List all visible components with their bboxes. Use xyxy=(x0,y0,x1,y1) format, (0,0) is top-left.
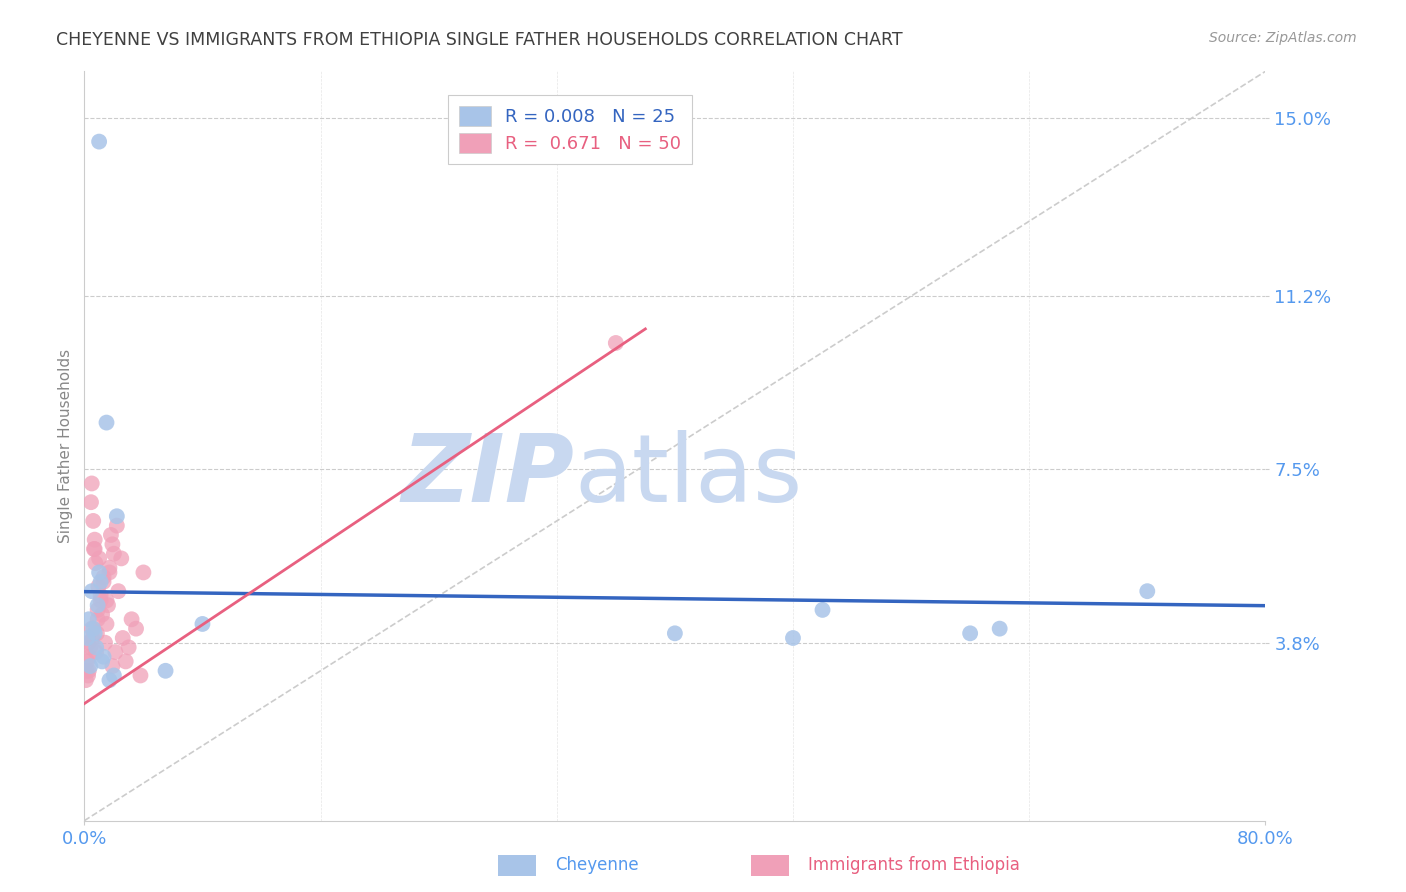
Text: atlas: atlas xyxy=(575,430,803,522)
Point xyxy=(91,607,114,622)
Point xyxy=(96,593,118,607)
Point xyxy=(1136,584,1159,599)
Point xyxy=(155,664,177,678)
Point xyxy=(80,476,103,491)
Text: Cheyenne: Cheyenne xyxy=(554,856,638,874)
Text: Immigrants from Ethiopia: Immigrants from Ethiopia xyxy=(808,856,1019,874)
Point xyxy=(96,617,118,632)
Point xyxy=(87,580,110,594)
Point xyxy=(121,612,143,626)
Point xyxy=(79,640,101,655)
Point xyxy=(83,542,105,557)
Point xyxy=(83,533,105,547)
Point xyxy=(605,336,627,351)
Text: Source: ZipAtlas.com: Source: ZipAtlas.com xyxy=(1209,31,1357,45)
Point xyxy=(91,655,114,669)
Point xyxy=(111,631,134,645)
Point xyxy=(100,528,122,542)
Point xyxy=(80,622,103,636)
Point xyxy=(83,542,105,557)
Point xyxy=(84,645,107,659)
Point xyxy=(103,547,125,561)
Point xyxy=(90,574,112,589)
Point xyxy=(103,668,125,682)
Point xyxy=(107,584,129,599)
Point xyxy=(84,556,107,570)
Point xyxy=(97,599,120,613)
Point xyxy=(98,673,121,688)
Point xyxy=(87,566,111,580)
Text: CHEYENNE VS IMMIGRANTS FROM ETHIOPIA SINGLE FATHER HOUSEHOLDS CORRELATION CHART: CHEYENNE VS IMMIGRANTS FROM ETHIOPIA SIN… xyxy=(56,31,903,49)
Point xyxy=(83,626,105,640)
Point xyxy=(90,589,112,603)
Point xyxy=(114,655,136,669)
Point xyxy=(82,622,104,636)
Point xyxy=(811,603,834,617)
Point xyxy=(118,640,141,655)
Point xyxy=(79,649,101,664)
Point xyxy=(105,518,128,533)
Point xyxy=(93,574,115,589)
Point xyxy=(105,509,128,524)
Point xyxy=(98,561,121,575)
Text: ZIP: ZIP xyxy=(402,430,575,522)
Point xyxy=(77,664,100,678)
Point xyxy=(80,495,103,509)
Point xyxy=(80,584,103,599)
Point xyxy=(86,599,108,613)
Point xyxy=(87,135,111,149)
Point xyxy=(75,673,97,688)
Point xyxy=(988,622,1011,636)
Point xyxy=(93,649,115,664)
Point xyxy=(77,612,100,626)
Point xyxy=(84,640,107,655)
Point xyxy=(86,612,108,626)
Point xyxy=(76,664,98,678)
Point xyxy=(86,603,108,617)
Point xyxy=(93,570,115,584)
Point xyxy=(98,566,121,580)
Point xyxy=(94,635,117,649)
Point xyxy=(79,659,101,673)
Point xyxy=(77,668,100,682)
Point xyxy=(664,626,686,640)
Point xyxy=(104,645,127,659)
Point xyxy=(132,566,155,580)
Point xyxy=(959,626,981,640)
Point xyxy=(782,631,804,645)
Point xyxy=(125,622,148,636)
Point xyxy=(86,626,108,640)
Point xyxy=(96,416,118,430)
Point xyxy=(191,617,214,632)
Point xyxy=(87,551,111,566)
Point xyxy=(101,537,124,551)
Point xyxy=(82,631,104,645)
Point xyxy=(77,635,100,649)
Point xyxy=(129,668,152,682)
Legend: R = 0.008   N = 25, R =  0.671   N = 50: R = 0.008 N = 25, R = 0.671 N = 50 xyxy=(447,95,692,164)
FancyBboxPatch shape xyxy=(751,855,789,876)
Point xyxy=(101,659,124,673)
Point xyxy=(110,551,132,566)
FancyBboxPatch shape xyxy=(498,855,536,876)
Point xyxy=(90,593,112,607)
Point xyxy=(82,514,104,528)
Y-axis label: Single Father Households: Single Father Households xyxy=(58,349,73,543)
Point xyxy=(76,655,98,669)
Point xyxy=(76,631,98,645)
